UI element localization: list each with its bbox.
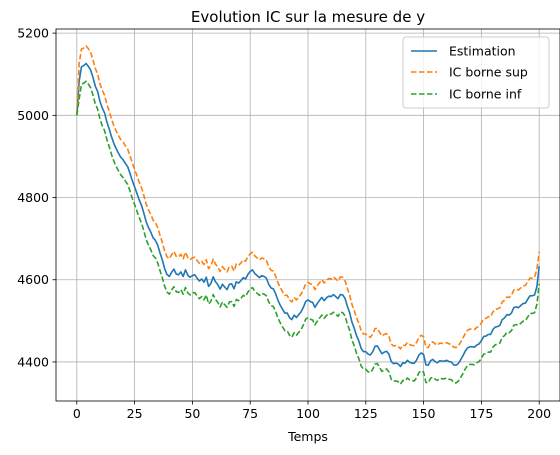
series-line-ic-borne-inf: [76, 80, 540, 385]
y-axis-ticks: 4400 4600 4800 5000 5200: [17, 26, 56, 369]
x-tick-label: 25: [127, 406, 143, 421]
x-tick-label: 175: [469, 406, 493, 421]
legend-box: [402, 36, 550, 109]
legend-label-ic-borne-sup: IC borne sup: [449, 65, 528, 80]
x-tick-label: 100: [296, 406, 320, 421]
chart-title: Evolution IC sur la mesure de y: [191, 8, 425, 26]
series-lines: [76, 45, 540, 385]
x-tick-label: 150: [412, 406, 436, 421]
x-tick-label: 200: [527, 406, 551, 421]
x-tick-label: 50: [184, 406, 200, 421]
x-tick-label: 75: [242, 406, 258, 421]
legend-label-estimation: Estimation: [449, 44, 516, 59]
series-line-ic-borne-sup: [76, 45, 540, 350]
y-tick-label: 4400: [17, 354, 49, 369]
legend: Estimation IC borne sup IC borne inf: [402, 36, 550, 109]
y-tick-label: 5200: [17, 26, 49, 41]
series-line-estimation: [76, 62, 540, 368]
legend-label-ic-borne-inf: IC borne inf: [449, 87, 522, 102]
y-tick-label: 4600: [17, 272, 49, 287]
x-tick-label: 0: [73, 406, 81, 421]
x-tick-label: 125: [354, 406, 378, 421]
y-tick-label: 4800: [17, 190, 49, 205]
x-axis-label: Temps: [287, 429, 328, 444]
y-tick-label: 5000: [17, 108, 49, 123]
x-axis-ticks: 0 25 50 75 100 125 150 175 200: [73, 401, 551, 421]
